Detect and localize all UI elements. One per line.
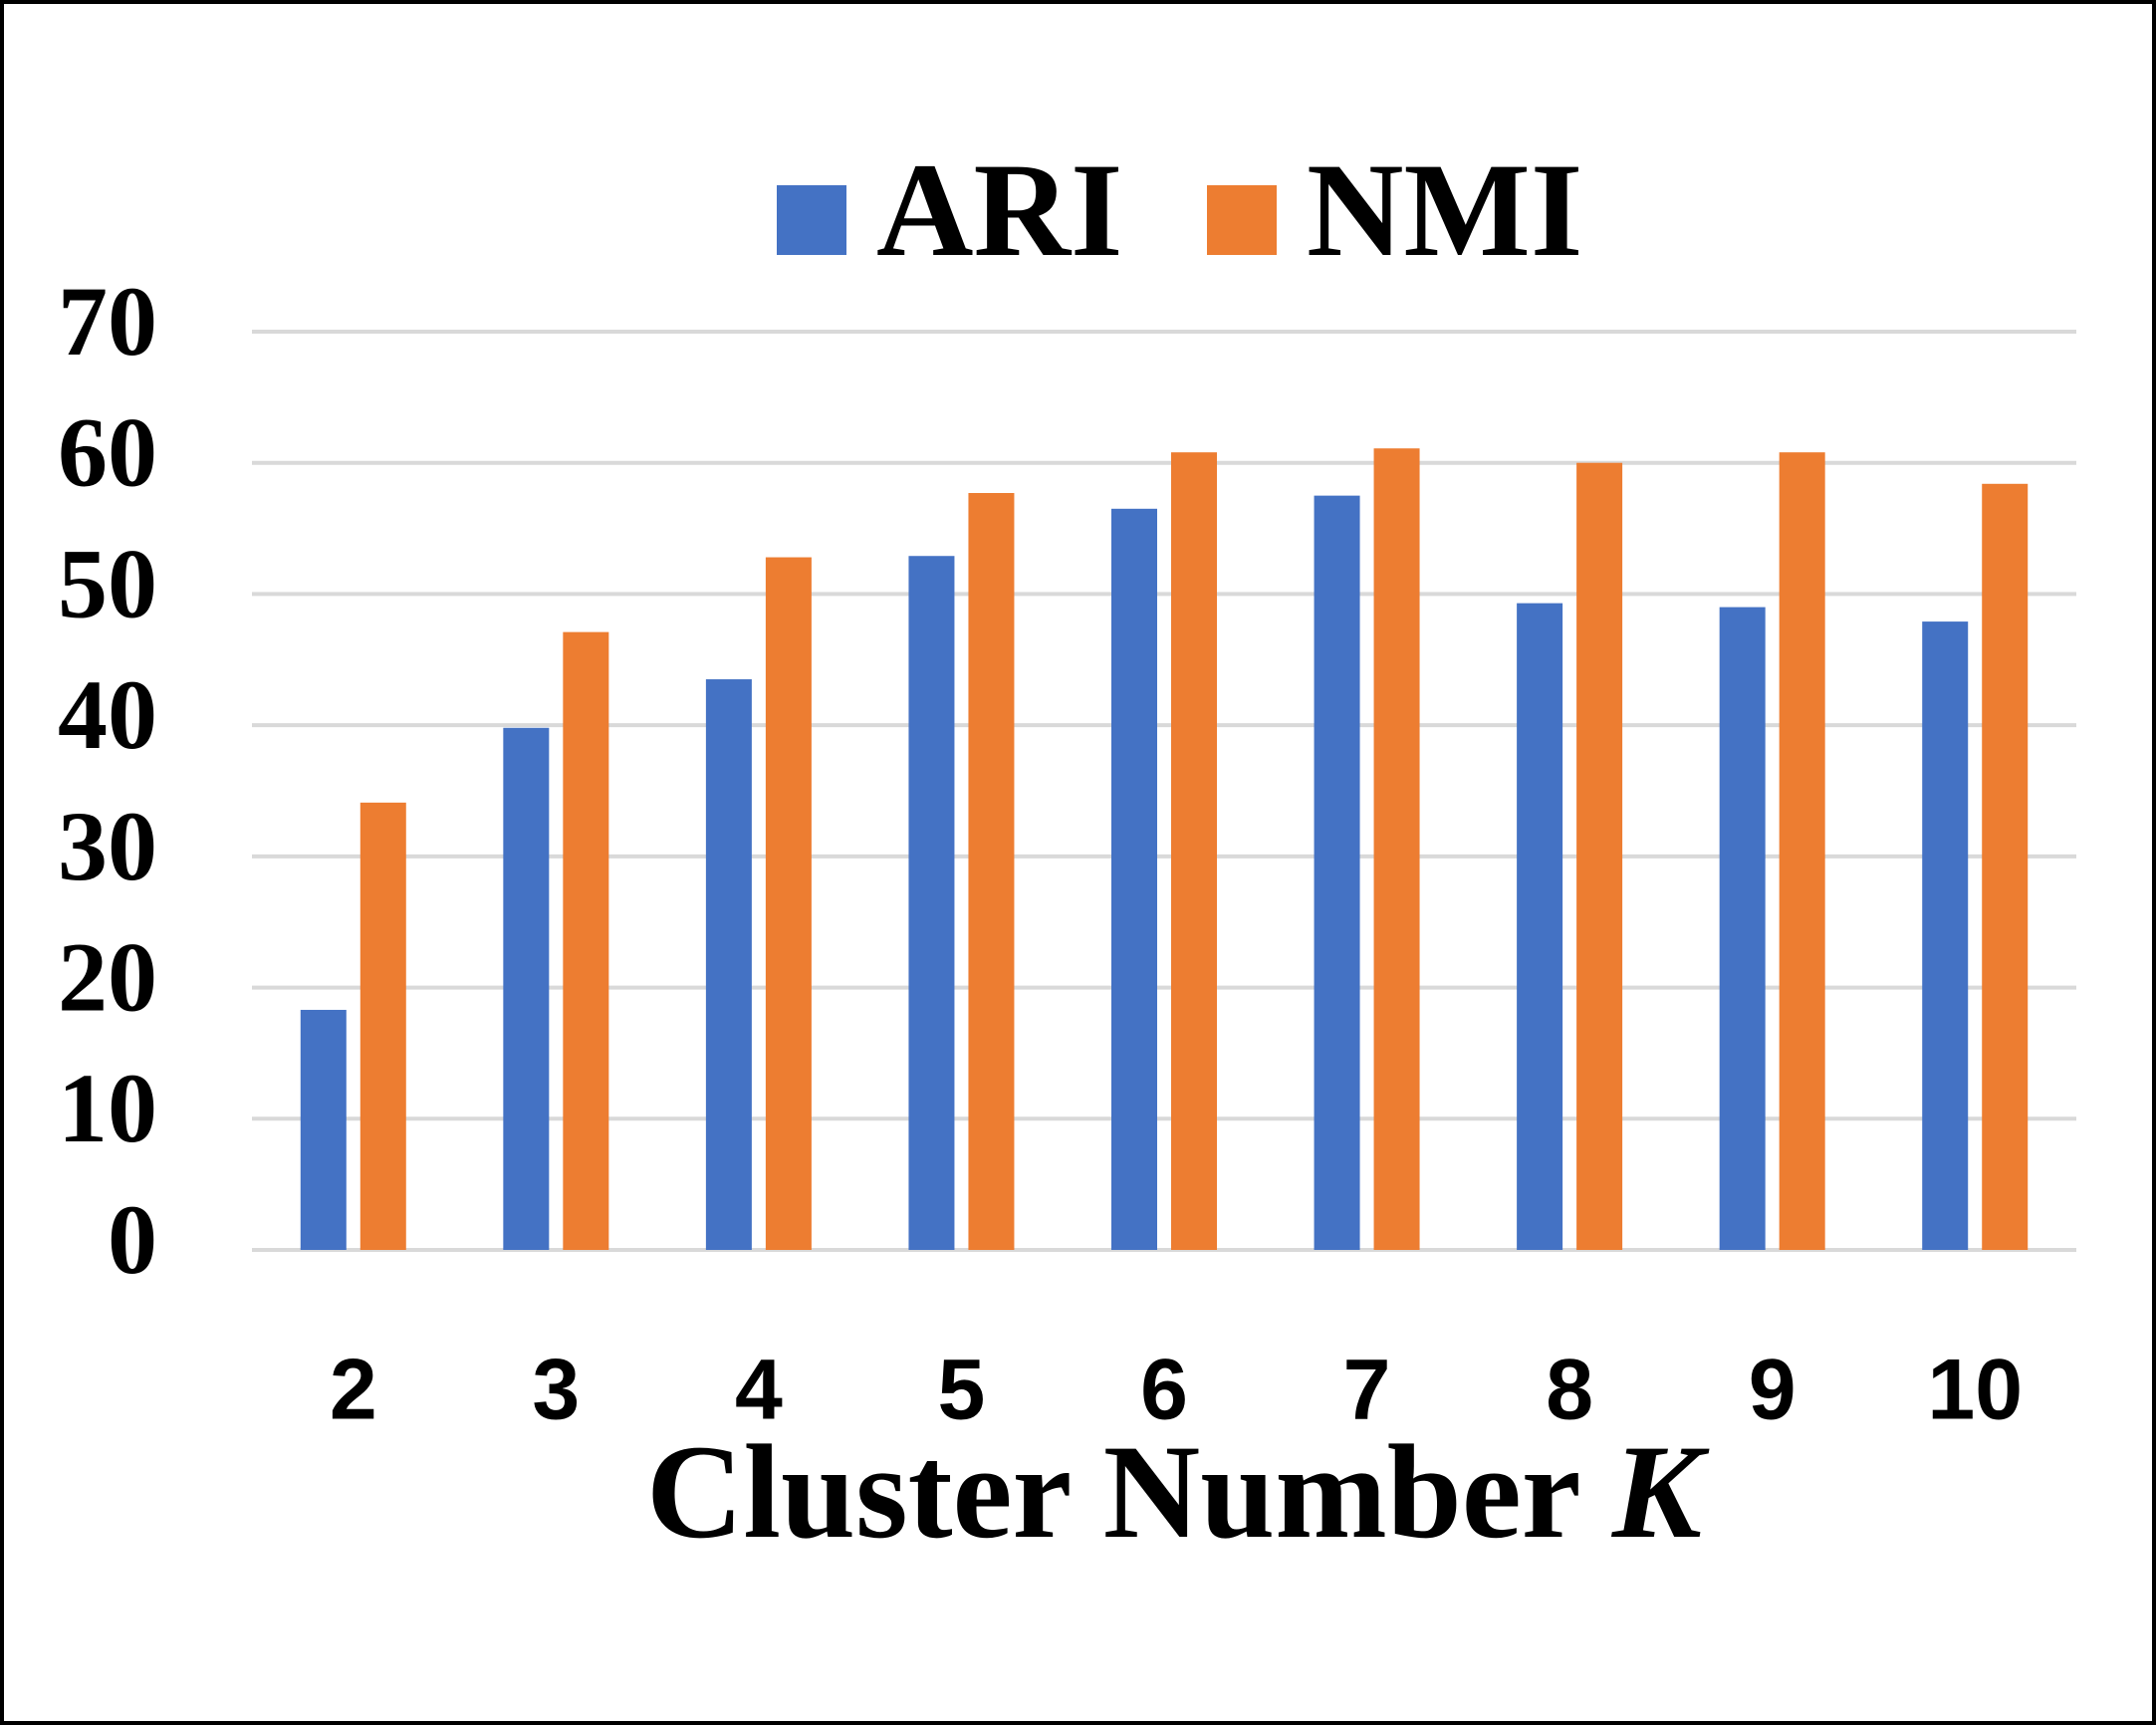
x-tick-label: 7 <box>1343 1343 1391 1438</box>
x-tick-label: 9 <box>1749 1343 1797 1438</box>
x-tick-label: 6 <box>1140 1343 1188 1438</box>
x-tick-label: 2 <box>330 1343 377 1438</box>
bar <box>1576 462 1623 1250</box>
y-tick-label: 70 <box>58 266 157 376</box>
legend-swatch <box>777 185 846 255</box>
bar <box>908 556 955 1250</box>
bar <box>1922 621 1969 1250</box>
legend-label: NMI <box>1307 136 1582 285</box>
y-tick-label: 0 <box>108 1184 157 1295</box>
x-tick-label: 3 <box>532 1343 580 1438</box>
bar <box>765 557 812 1250</box>
bar <box>1111 508 1157 1250</box>
bar <box>300 1009 347 1250</box>
bar <box>1171 452 1217 1251</box>
x-tick-label: 10 <box>1927 1343 2023 1438</box>
legend: ARI NMI <box>777 136 1582 285</box>
bar <box>563 631 609 1250</box>
bar <box>1719 607 1766 1250</box>
x-axis-title-variable: K <box>1611 1418 1710 1567</box>
y-tick-label: 40 <box>58 659 157 770</box>
y-tick-label: 30 <box>58 791 157 901</box>
bar <box>1982 483 2029 1250</box>
bar <box>1314 495 1360 1251</box>
x-axis-title-text: Cluster Number <box>646 1418 1612 1567</box>
legend-label: ARI <box>876 136 1123 285</box>
y-tick-label: 60 <box>58 397 157 508</box>
legend-swatch <box>1207 185 1277 255</box>
bar <box>1779 452 1825 1251</box>
y-tick-label: 50 <box>58 528 157 638</box>
y-tick-label: 20 <box>58 922 157 1033</box>
x-axis-title: Cluster Number K <box>646 1418 1710 1567</box>
x-tick-label: 4 <box>735 1343 783 1438</box>
y-tick-label: 10 <box>58 1053 157 1163</box>
bar <box>503 727 550 1250</box>
bar <box>1373 448 1420 1250</box>
x-tick-label: 8 <box>1546 1343 1593 1438</box>
bar <box>359 802 406 1250</box>
bar <box>1517 603 1563 1250</box>
bar <box>968 493 1015 1251</box>
bar <box>705 679 752 1250</box>
x-tick-label: 5 <box>938 1343 986 1438</box>
